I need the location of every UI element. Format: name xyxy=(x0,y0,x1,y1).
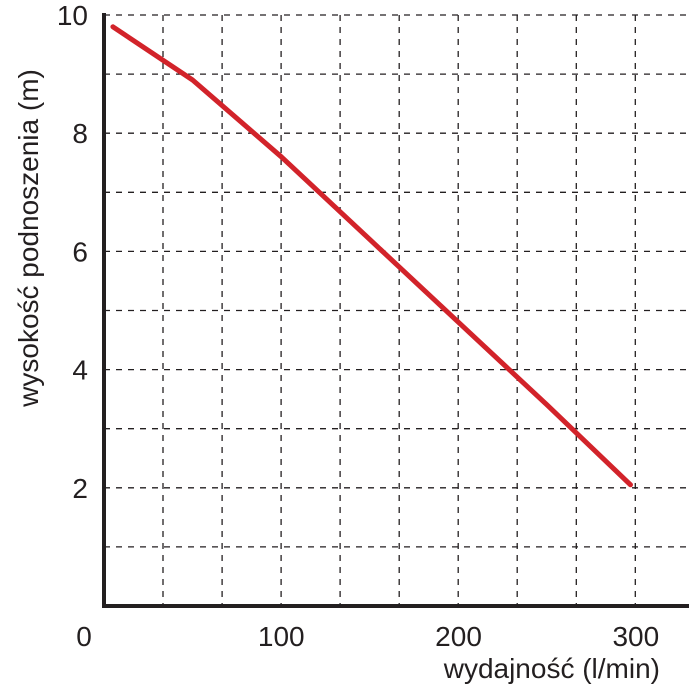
grid xyxy=(104,14,689,606)
x-tick-label: 0 xyxy=(76,621,92,652)
x-tick-label: 300 xyxy=(612,621,659,652)
y-tick-label: 6 xyxy=(72,236,88,267)
x-tick-label: 100 xyxy=(258,621,305,652)
series-layer xyxy=(110,24,633,488)
x-tick-label: 200 xyxy=(435,621,482,652)
y-tick-label: 10 xyxy=(57,0,88,31)
y-tick-label: 2 xyxy=(72,473,88,504)
x-axis-title: wydajność (l/min) xyxy=(443,653,660,684)
series-line xyxy=(110,24,633,488)
y-tick-label: 4 xyxy=(72,355,88,386)
tick-labels: 0 100 200 300 2 4 6 8 10 xyxy=(57,0,659,652)
y-tick-label: 8 xyxy=(72,118,88,149)
axes xyxy=(102,13,689,608)
y-axis-title: wysokość podnoszenia (m) xyxy=(13,69,44,408)
